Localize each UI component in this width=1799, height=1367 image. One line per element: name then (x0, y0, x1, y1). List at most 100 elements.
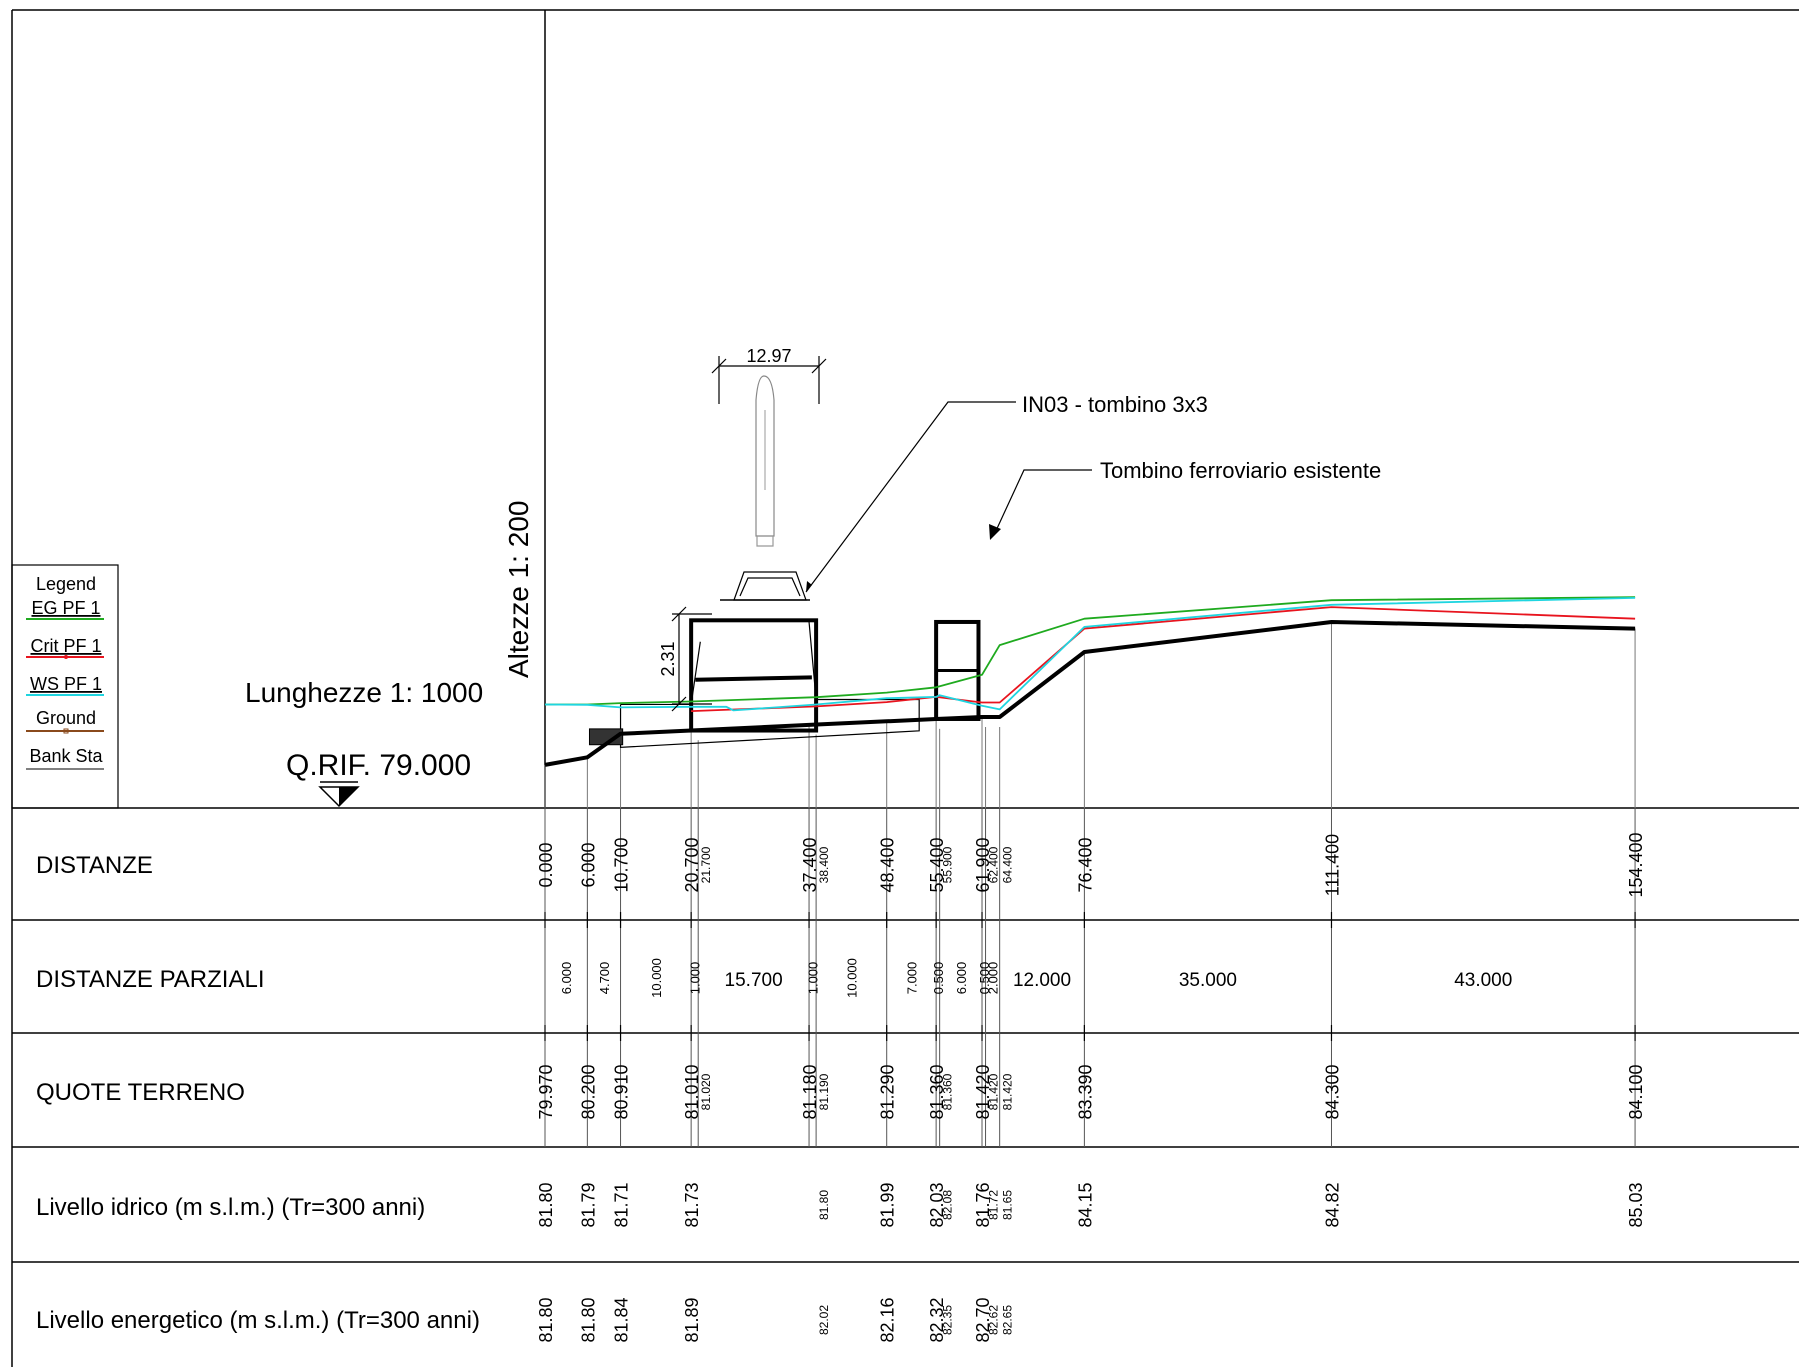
distanze-value: 76.400 (1075, 837, 1095, 892)
dimension-height: 2.31 (658, 606, 712, 712)
quote-terreno-value: 81.180 (800, 1064, 820, 1119)
distanze-parziali-value: 10.000 (649, 958, 664, 998)
quote-terreno-value: 81.360 (927, 1064, 947, 1119)
legend-marker-crit (64, 655, 68, 659)
dimension-width: 12.97 (711, 346, 827, 404)
distanze-value: 154.400 (1626, 832, 1646, 897)
legend-label-crit: Crit PF 1 (30, 636, 101, 656)
distanze-parziali-value: 0.500 (931, 962, 946, 995)
embankment-left-slope (690, 641, 701, 705)
livello-idrico-value: 82.08 (941, 1190, 955, 1220)
quote-terreno-value: 84.100 (1626, 1064, 1646, 1119)
legend-item-eg: EG PF 1 (26, 598, 104, 620)
distanze-parziali-value: 12.000 (1013, 970, 1071, 991)
distanze-value: 61.900 (973, 837, 993, 892)
legend-item-bank: Bank Sta (26, 746, 104, 770)
culvert-in03-slab (695, 675, 812, 682)
quote-terreno-value: 81.360 (941, 1073, 955, 1110)
station-gridlines (544, 621, 1636, 1147)
distanze-parziali-value: 6.000 (954, 962, 969, 995)
distanze-value: 55.400 (927, 837, 947, 892)
legend-marker-ground (63, 728, 69, 734)
livello-idrico-value: 81.99 (878, 1182, 898, 1227)
distanze-value: 37.400 (800, 837, 820, 892)
livello-idrico-value: 81.80 (536, 1182, 556, 1227)
distanze-parziali-value: 2.000 (986, 962, 1001, 995)
row-label-livello-idrico: Livello idrico (m s.l.m.) (Tr=300 anni) (36, 1194, 425, 1221)
livello-energetico-value: 81.84 (612, 1297, 632, 1342)
livello-energetico-value: 82.70 (973, 1297, 993, 1342)
distanze-value: 55.900 (941, 846, 955, 883)
energy-grade-line (545, 596, 1636, 706)
distanze-parziali-value: 10.000 (844, 958, 859, 998)
livello-energetico-value: 82.35 (941, 1305, 955, 1335)
livello-idrico-value: 82.03 (927, 1182, 947, 1227)
distanze-parziali-value: 43.000 (1454, 970, 1512, 991)
distanze-value: 0.000 (536, 842, 556, 887)
legend-label-eg: EG PF 1 (31, 598, 100, 618)
distanze-parziali-value: 1.000 (806, 962, 821, 995)
distanze-value: 21.700 (699, 846, 713, 883)
livello-energetico-value: 81.80 (578, 1297, 598, 1342)
distanze-parziali-value: 6.000 (559, 962, 574, 995)
quote-terreno-value: 83.390 (1075, 1064, 1095, 1119)
quote-terreno-value: 81.420 (973, 1064, 993, 1119)
quote-terreno-value: 81.290 (878, 1064, 898, 1119)
livello-energetico-value: 81.89 (682, 1297, 702, 1342)
distanze-value: 62.400 (987, 846, 1001, 883)
livello-idrico-value: 81.76 (973, 1182, 993, 1227)
annotation-existing-culvert-label: Tombino ferroviario esistente (1100, 458, 1381, 483)
dimension-width-label: 12.97 (746, 346, 791, 366)
quote-terreno-value: 81.420 (1001, 1073, 1015, 1110)
critical-depth-line (691, 606, 1636, 712)
annotation-new-culvert-label: IN03 - tombino 3x3 (1022, 392, 1208, 417)
livello-idrico-value: 81.79 (578, 1182, 598, 1227)
quote-terreno-value: 81.020 (699, 1073, 713, 1110)
sheet-frame (11, 9, 1799, 1367)
quote-terreno-value: 81.010 (682, 1064, 702, 1119)
distanze-value: 64.400 (1001, 846, 1015, 883)
livello-idrico-value: 81.71 (612, 1182, 632, 1227)
livello-idrico-value: 85.03 (1626, 1182, 1646, 1227)
livello-energetico-value: 82.16 (878, 1297, 898, 1342)
distanze-parziali-value: 4.700 (597, 962, 612, 995)
row-label-distanze-parziali: DISTANZE PARZIALI (36, 966, 264, 993)
legend-title: Legend (36, 574, 96, 594)
profile-lines (544, 596, 1636, 767)
quote-terreno-value: 81.190 (817, 1073, 831, 1110)
legend-label-ws: WS PF 1 (30, 674, 102, 694)
legend-item-ws: WS PF 1 (26, 674, 104, 696)
distanze-value: 38.400 (817, 846, 831, 883)
quote-terreno-value: 84.300 (1322, 1064, 1342, 1119)
quote-terreno-value: 80.200 (578, 1064, 598, 1119)
annotation-existing-culvert: Tombino ferroviario esistente (989, 458, 1381, 540)
distanze-parziali-value: 1.000 (688, 962, 703, 995)
livello-idrico-value: 81.65 (1001, 1190, 1015, 1220)
quote-terreno-value: 81.420 (987, 1073, 1001, 1110)
train-icon (720, 375, 810, 601)
distanze-value: 10.700 (612, 837, 632, 892)
horizontal-scale-label: Lunghezze 1: 1000 (245, 677, 483, 708)
legend-label-ground: Ground (36, 708, 96, 728)
livello-energetico-value: 81.80 (536, 1297, 556, 1342)
distanze-value: 48.400 (878, 837, 898, 892)
dimension-height-label: 2.31 (658, 641, 678, 676)
reference-level-label: Q.RIF. 79.000 (286, 749, 471, 782)
legend-item-ground: Ground (26, 708, 104, 734)
quote-terreno-value: 79.970 (536, 1064, 556, 1119)
livello-idrico-value: 81.73 (682, 1182, 702, 1227)
reference-level-marker (318, 781, 360, 808)
legend: Legend EG PF 1 Crit PF 1 WS PF 1 Ground … (11, 564, 119, 809)
distanze-parziali-value: 0.500 (977, 962, 992, 995)
livello-energetico-value: 82.32 (927, 1297, 947, 1342)
livello-energetico-value: 82.65 (1001, 1305, 1015, 1335)
distanze-parziali-value: 7.000 (904, 962, 919, 995)
distanze-value: 111.400 (1322, 834, 1342, 896)
culvert-structures (588, 618, 981, 748)
distanze-parziali-value: 35.000 (1179, 970, 1237, 991)
row-label-quote-terreno: QUOTE TERRENO (36, 1079, 245, 1106)
annotation-new-culvert: IN03 - tombino 3x3 (805, 392, 1208, 593)
row-label-livello-energetico: Livello energetico (m s.l.m.) (Tr=300 an… (36, 1307, 480, 1334)
